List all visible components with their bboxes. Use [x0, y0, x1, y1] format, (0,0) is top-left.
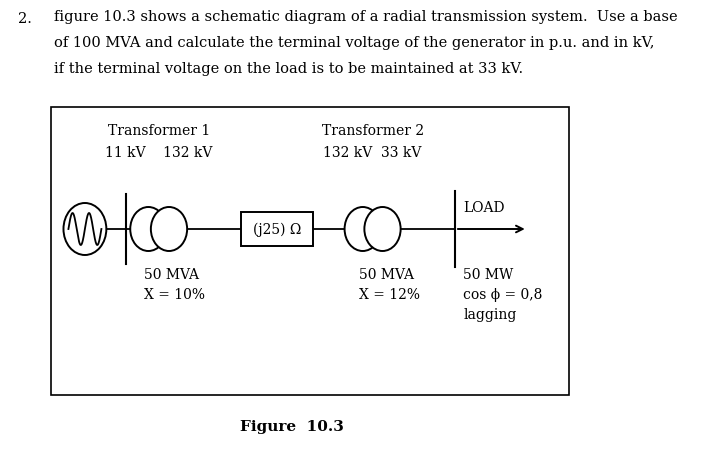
- Text: Figure  10.3: Figure 10.3: [240, 419, 344, 433]
- Text: LOAD: LOAD: [463, 201, 505, 214]
- Text: 132 kV  33 kV: 132 kV 33 kV: [323, 146, 422, 160]
- Text: figure 10.3 shows a schematic diagram of a radial transmission system.  Use a ba: figure 10.3 shows a schematic diagram of…: [54, 10, 677, 24]
- Text: of 100 MVA and calculate the terminal voltage of the generator in p.u. and in kV: of 100 MVA and calculate the terminal vo…: [54, 36, 654, 50]
- Circle shape: [151, 207, 187, 252]
- Text: lagging: lagging: [463, 307, 517, 321]
- Text: (j25) Ω: (j25) Ω: [253, 222, 301, 237]
- Text: Transformer 2: Transformer 2: [322, 124, 424, 138]
- Text: if the terminal voltage on the load is to be maintained at 33 kV.: if the terminal voltage on the load is t…: [54, 62, 523, 76]
- Text: 50 MVA: 50 MVA: [359, 268, 413, 281]
- Bar: [51, 108, 569, 395]
- Bar: [241, 212, 313, 247]
- Text: cos ϕ = 0,8: cos ϕ = 0,8: [463, 288, 542, 301]
- Text: 50 MW: 50 MW: [463, 268, 513, 281]
- Circle shape: [364, 207, 401, 252]
- Text: 50 MVA: 50 MVA: [144, 268, 199, 281]
- Circle shape: [345, 207, 381, 252]
- Text: 2.: 2.: [18, 12, 32, 26]
- Circle shape: [130, 207, 167, 252]
- Circle shape: [64, 203, 106, 255]
- Text: X = 12%: X = 12%: [359, 288, 420, 301]
- Text: Transformer 1: Transformer 1: [108, 124, 210, 138]
- Text: 11 kV    132 kV: 11 kV 132 kV: [105, 146, 213, 160]
- Text: X = 10%: X = 10%: [144, 288, 206, 301]
